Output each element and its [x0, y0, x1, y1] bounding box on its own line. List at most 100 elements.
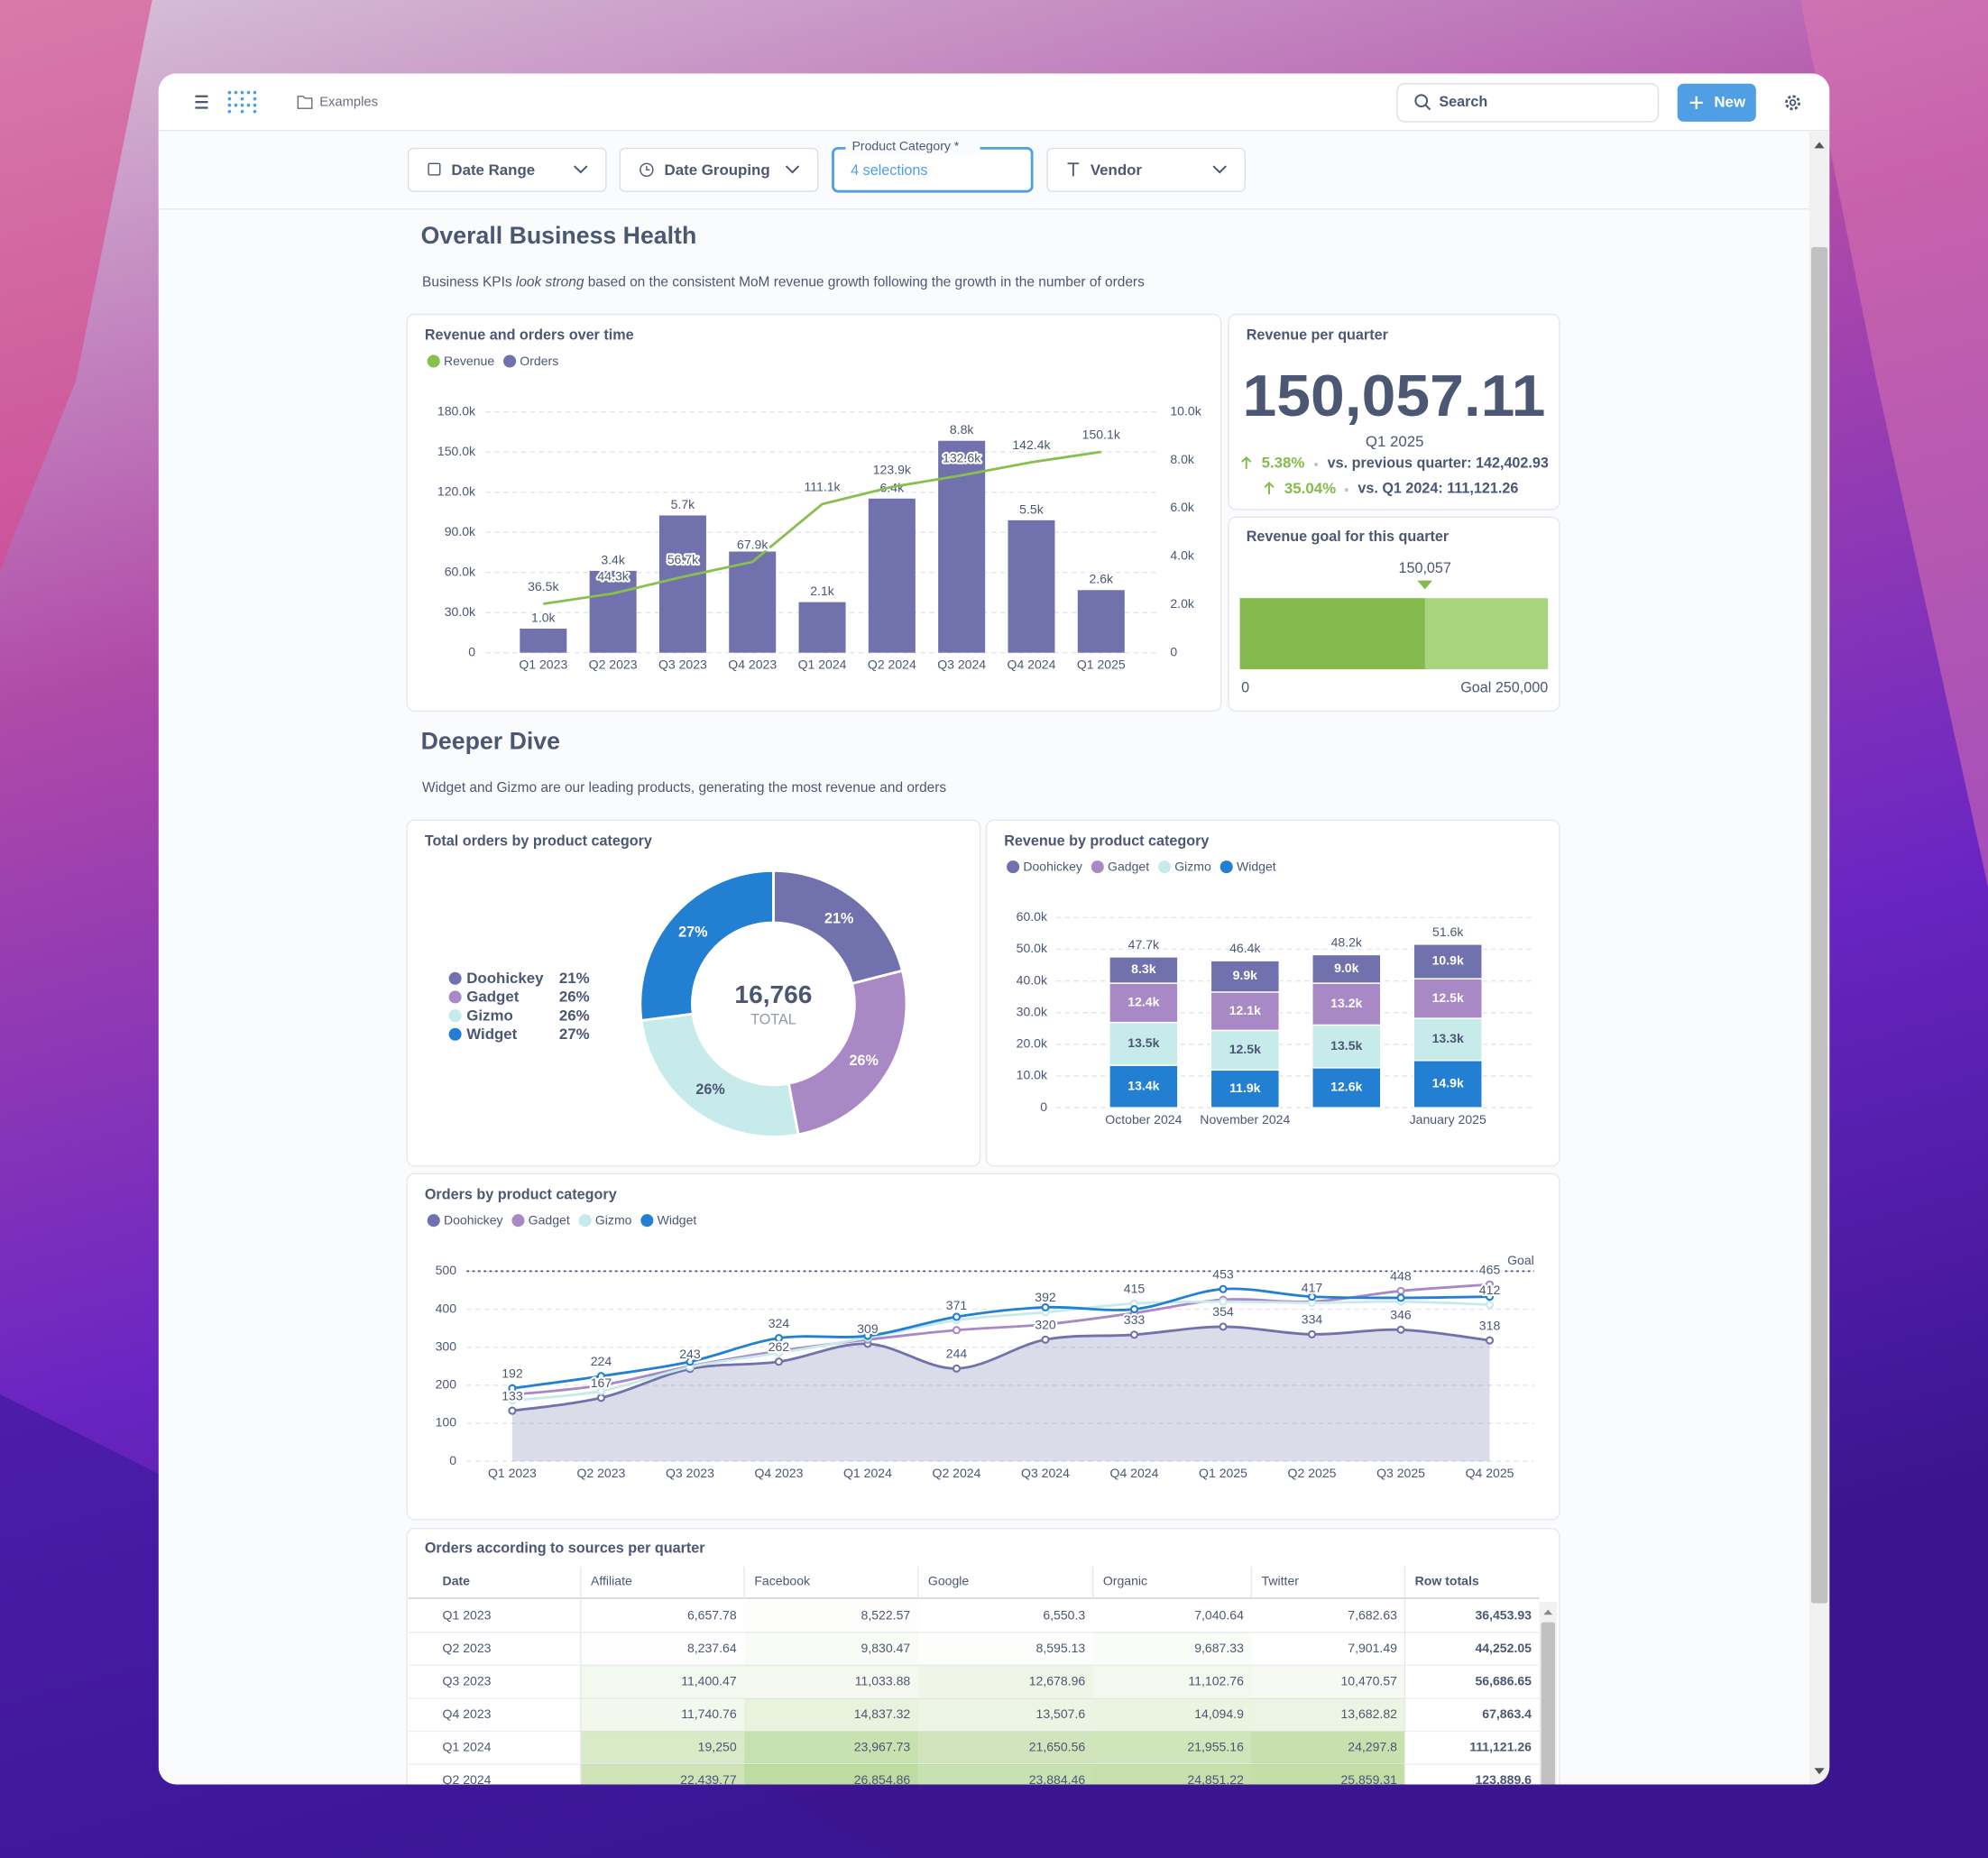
- legend-value: 21%: [559, 970, 590, 987]
- row-header: Q2 2023: [443, 1641, 492, 1655]
- table-scrollbar-thumb[interactable]: [1541, 1622, 1555, 1788]
- data-label: 324: [769, 1316, 790, 1330]
- y-tick-label: 90.0k: [445, 524, 476, 538]
- cell-highlight: [580, 1731, 745, 1765]
- cell-highlight: [917, 1665, 1093, 1698]
- scroll-arrow[interactable]: [1543, 1609, 1553, 1615]
- point: [863, 1331, 872, 1340]
- bar-segment: [1312, 982, 1382, 1026]
- legend-dot: [578, 1214, 592, 1228]
- total-label: 51.6k: [1432, 924, 1464, 939]
- table-cell: 67,863.4: [1482, 1706, 1532, 1721]
- search-box[interactable]: [1396, 83, 1660, 123]
- scroll-arrow[interactable]: [1814, 1768, 1825, 1775]
- slice-label: 27%: [678, 924, 707, 941]
- y-tick-label: 60.0k: [1017, 909, 1048, 924]
- wallpaper-shape: [1799, 0, 1988, 888]
- filter-label[interactable]: Product Category *: [852, 139, 960, 153]
- filter-date-grouping[interactable]: [619, 147, 819, 192]
- point: [1396, 1293, 1405, 1302]
- slice-label: 26%: [850, 1053, 879, 1069]
- card: [1228, 313, 1560, 510]
- menu-button[interactable]: [195, 95, 208, 109]
- filter-value[interactable]: 4 selections: [851, 162, 927, 179]
- table-cell: 14,837.32: [854, 1706, 911, 1721]
- line: [511, 1300, 1490, 1403]
- segment-label: 13.5k: [1330, 1038, 1362, 1053]
- new-button-label[interactable]: New: [1714, 93, 1746, 110]
- filter-vendor[interactable]: [1046, 147, 1247, 192]
- clock-icon: [640, 162, 654, 178]
- column-header: Twitter: [1262, 1573, 1300, 1587]
- point: [1396, 1286, 1405, 1295]
- segment-label: 9.9k: [1233, 968, 1258, 982]
- bar: [798, 602, 846, 653]
- plus-icon: [1689, 96, 1703, 109]
- point: [1219, 1297, 1228, 1306]
- point: [1485, 1292, 1495, 1302]
- filter-date-range[interactable]: [407, 147, 607, 192]
- card-title: Revenue and orders over time: [425, 327, 634, 344]
- y-tick-label: 6.0k: [1170, 500, 1195, 514]
- data-label: 2.6k: [1089, 572, 1114, 586]
- legend-dot: [1219, 860, 1233, 874]
- legend-label: Doohickey: [466, 970, 544, 987]
- filter-label[interactable]: Date Range: [451, 161, 535, 179]
- bar-segment: [1312, 1024, 1382, 1069]
- point: [1307, 1292, 1317, 1302]
- scroll-arrow[interactable]: [1814, 142, 1825, 149]
- chevron: [785, 165, 800, 174]
- kpi-change: 5.38%: [1262, 455, 1305, 472]
- legend-label: Gizmo: [466, 1007, 513, 1024]
- data-label: 318: [1479, 1318, 1501, 1332]
- filter-label[interactable]: Date Grouping: [665, 161, 770, 179]
- x-tick-label: Q3 2024: [937, 657, 986, 671]
- search-placeholder[interactable]: Search: [1439, 94, 1487, 110]
- total-label: 47.7k: [1128, 937, 1160, 952]
- point: [686, 1357, 695, 1366]
- table-cell: 21,650.56: [1029, 1739, 1086, 1753]
- data-label: 2.1k: [810, 584, 835, 598]
- page-scrollbar-thumb[interactable]: [1810, 247, 1828, 1604]
- x-tick-label: Q4 2024: [1008, 657, 1056, 671]
- bar-segment: [1210, 960, 1280, 993]
- table-cell: 6,657.78: [687, 1607, 737, 1622]
- filter-label[interactable]: Vendor: [1091, 161, 1143, 179]
- table-cell: 36,453.93: [1475, 1607, 1532, 1622]
- cell-highlight: [580, 1697, 745, 1732]
- legend-label: Gizmo: [595, 1213, 632, 1228]
- point: [596, 1372, 606, 1381]
- text-part: Widget and Gizmo are our leading product…: [422, 780, 946, 796]
- data-label: 167: [591, 1375, 612, 1390]
- table-cell: 13,507.6: [1036, 1706, 1086, 1721]
- row-header: Q3 2023: [443, 1673, 492, 1688]
- data-label: 8.8k: [950, 422, 975, 437]
- y-tick-label: 180.0k: [437, 403, 476, 418]
- data-label: 36.5k: [528, 579, 559, 593]
- bar-segment: [1109, 956, 1179, 984]
- cell-highlight: [1251, 1764, 1405, 1785]
- column-header: Row totals: [1415, 1573, 1479, 1587]
- row-header: Q1 2023: [443, 1607, 492, 1622]
- x-tick-label: Q4 2023: [755, 1466, 804, 1480]
- new-button[interactable]: [1677, 83, 1756, 122]
- legend-label: Revenue: [444, 354, 494, 368]
- segment-label: 14.9k: [1432, 1076, 1464, 1090]
- y-tick-label: 4.0k: [1170, 548, 1195, 563]
- x-tick-label: Q1 2024: [843, 1466, 892, 1480]
- logo[interactable]: [227, 90, 257, 114]
- data-label: 333: [1124, 1312, 1146, 1327]
- folder-icon: [297, 96, 313, 109]
- section-heading: Overall Business Health: [421, 222, 697, 249]
- point: [1396, 1325, 1405, 1334]
- legend-dot: [511, 1214, 525, 1228]
- line: [511, 1287, 1490, 1390]
- legend-dot: [503, 354, 517, 368]
- settings-button[interactable]: [1785, 95, 1800, 111]
- table-cell: 23,884.46: [1029, 1772, 1086, 1787]
- table-cell: 11,400.47: [681, 1673, 737, 1688]
- breadcrumb[interactable]: Examples: [319, 96, 378, 110]
- y-tick-label: 100: [436, 1415, 457, 1430]
- data-label: 133: [502, 1388, 523, 1403]
- data-label: 123.9k: [873, 462, 912, 476]
